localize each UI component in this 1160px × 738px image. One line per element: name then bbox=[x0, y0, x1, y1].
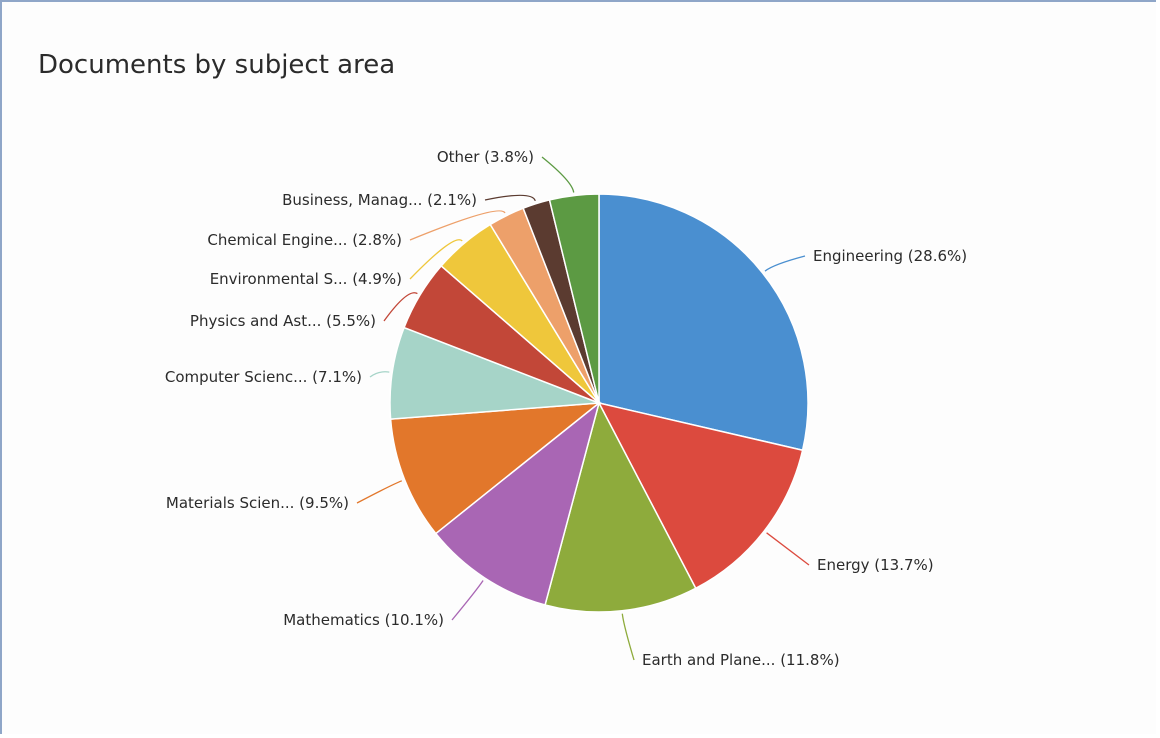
pie-slice-3[interactable] bbox=[434, 400, 601, 606]
slice-label-9: Business, Manag... (2.1%) bbox=[282, 191, 477, 209]
pie-slices bbox=[389, 193, 809, 613]
leader-line-0 bbox=[764, 255, 806, 272]
slice-label-1: Energy (13.7%) bbox=[817, 556, 934, 574]
slice-label-6: Physics and Ast... (5.5%) bbox=[190, 312, 376, 330]
slice-label-0: Engineering (28.6%) bbox=[813, 247, 967, 265]
leader-line-8 bbox=[409, 210, 506, 241]
leader-line-7 bbox=[409, 239, 463, 280]
slice-label-5: Computer Scienc... (7.1%) bbox=[165, 368, 362, 386]
pie-slice-2[interactable] bbox=[544, 400, 697, 613]
leader-line-3 bbox=[451, 580, 484, 621]
pie-slice-0[interactable] bbox=[598, 193, 809, 452]
slice-label-8: Chemical Engine... (2.8%) bbox=[207, 231, 402, 249]
pie-slice-10[interactable] bbox=[548, 193, 600, 404]
pie-slice-1[interactable] bbox=[597, 401, 804, 590]
pie-slice-4[interactable] bbox=[389, 402, 602, 535]
leader-line-9 bbox=[484, 194, 536, 202]
slice-label-3: Mathematics (10.1%) bbox=[283, 611, 444, 629]
slice-label-2: Earth and Plane... (11.8%) bbox=[642, 651, 840, 669]
leader-line-5 bbox=[369, 371, 390, 378]
slice-label-10: Other (3.8%) bbox=[437, 148, 534, 166]
leader-line-4 bbox=[356, 480, 403, 504]
pie-labels: Engineering (28.6%) Energy (13.7%) Earth a… bbox=[165, 148, 967, 669]
leader-line-1 bbox=[766, 532, 810, 566]
slice-label-4: Materials Scien... (9.5%) bbox=[166, 494, 349, 512]
chart-title: Documents by subject area bbox=[38, 50, 396, 80]
leader-line-10 bbox=[541, 156, 575, 193]
slice-label-7: Environmental S... (4.9%) bbox=[210, 270, 402, 288]
leader-line-6 bbox=[383, 292, 418, 322]
pie-leader-lines bbox=[356, 156, 810, 661]
leader-line-2 bbox=[621, 613, 635, 661]
